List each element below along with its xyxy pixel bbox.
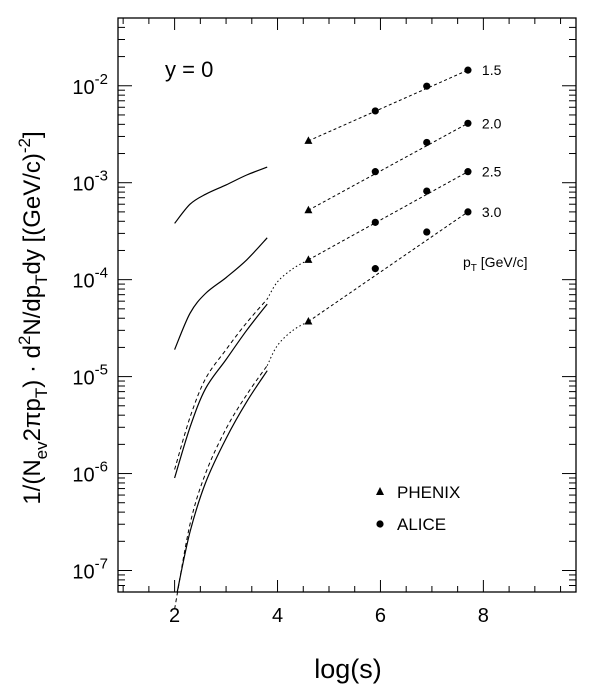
x-tick-label: 4 bbox=[272, 605, 283, 627]
alice-point bbox=[464, 168, 472, 176]
legend-label-alice: ALICE bbox=[397, 515, 446, 534]
dashed-curve-3.0 bbox=[174, 365, 268, 610]
alice-point bbox=[464, 208, 472, 216]
series-label-2.5: 2.5 bbox=[482, 164, 502, 180]
alice-point bbox=[464, 119, 472, 127]
axis-ticks: 2 4 6 8 10-7 10-6 10-5 10-4 10-3 10-2 bbox=[72, 17, 576, 627]
phenix-point bbox=[304, 317, 313, 325]
series-label-1.5: 1.5 bbox=[482, 62, 502, 78]
dotted-curve-2.5 bbox=[266, 259, 309, 300]
alice-point bbox=[371, 218, 379, 226]
alice-point bbox=[464, 66, 472, 74]
legend-triangle-marker bbox=[376, 487, 384, 495]
series-label-3.0: 3.0 bbox=[482, 204, 502, 220]
annotation-y0: y = 0 bbox=[165, 57, 213, 82]
pt-label-sub: T bbox=[471, 263, 477, 274]
solid-curve-3.0 bbox=[176, 370, 268, 593]
plot-frame bbox=[117, 17, 577, 593]
y-tick-label: 10-3 bbox=[72, 168, 108, 196]
plot-border bbox=[117, 17, 577, 593]
fit-line-2.5 bbox=[308, 171, 469, 261]
phenix-point bbox=[304, 205, 313, 214]
alice-point bbox=[423, 82, 431, 90]
y-tick-label: 10-6 bbox=[72, 459, 108, 487]
x-tick-label: 6 bbox=[375, 605, 386, 627]
alice-point bbox=[371, 107, 379, 115]
fit-line-2.0 bbox=[308, 122, 469, 211]
pt-axis-label: pT [GeV/c] bbox=[463, 254, 527, 274]
dashed-curve-2.5 bbox=[174, 298, 268, 470]
phenix-point bbox=[304, 136, 313, 144]
y-tick-label: 10-7 bbox=[72, 555, 108, 583]
pt-label-main: p bbox=[463, 254, 471, 270]
y-tick-label: 10-2 bbox=[72, 71, 108, 99]
x-axis-title: log(s) bbox=[314, 654, 382, 684]
solid-curve-2.5 bbox=[174, 303, 268, 479]
y-axis-title: 1/(Nev2πpT) · d2N/dpTdy [(GeV/c)-2] bbox=[15, 131, 51, 504]
alice-point bbox=[423, 138, 431, 147]
x-tick-label: 2 bbox=[169, 605, 180, 627]
series-labels: 1.5 2.0 2.5 3.0 bbox=[482, 62, 502, 220]
legend-label-phenix: PHENIX bbox=[397, 483, 460, 502]
x-tick-label: 8 bbox=[478, 605, 489, 627]
alice-point bbox=[423, 228, 431, 236]
series-label-2.0: 2.0 bbox=[482, 115, 502, 131]
markers bbox=[304, 66, 472, 325]
alice-point bbox=[371, 265, 379, 273]
fit-line-3.0 bbox=[308, 211, 469, 322]
y-tick-label: 10-5 bbox=[72, 362, 108, 390]
solid-curve-2.0 bbox=[174, 237, 268, 350]
dotted-curve-3.0 bbox=[266, 321, 309, 366]
legend-circle-marker bbox=[376, 520, 384, 528]
solid-curve-1.5 bbox=[174, 166, 268, 224]
fit-line-1.5 bbox=[308, 69, 469, 142]
curves bbox=[174, 69, 469, 610]
legend: PHENIX ALICE bbox=[376, 483, 460, 534]
y-tick-label: 10-4 bbox=[72, 265, 108, 293]
svg-text:pT [GeV/c]: pT [GeV/c] bbox=[463, 254, 527, 274]
phenix-point bbox=[304, 255, 313, 263]
alice-point bbox=[371, 168, 379, 176]
pt-label-rest: [GeV/c] bbox=[477, 254, 528, 270]
alice-point bbox=[423, 187, 431, 195]
